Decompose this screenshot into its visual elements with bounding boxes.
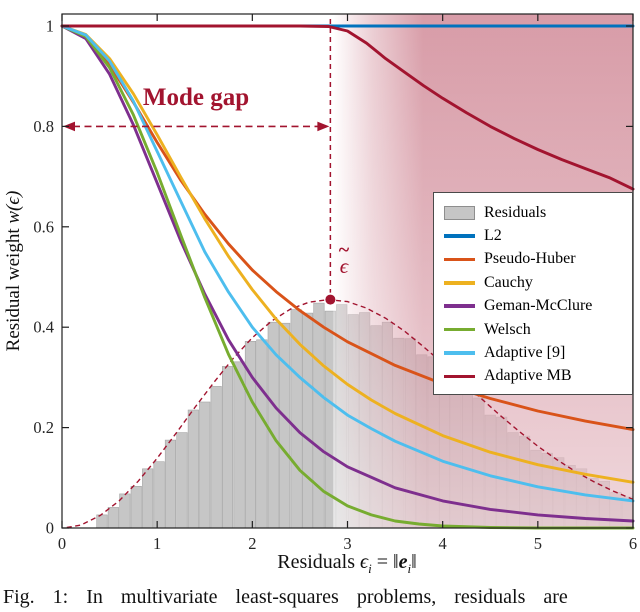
histogram-bar: [130, 485, 142, 529]
series-line-adaptive-mb: [60, 24, 635, 191]
legend-item: L2: [444, 224, 623, 247]
figure-caption: Fig. 1: In multivariate least-squares pr…: [0, 586, 640, 609]
mode-gap-arrowhead-right: [317, 121, 330, 132]
legend-swatch-patch: [444, 205, 475, 220]
histogram-bar: [96, 514, 108, 529]
x-tick-label: 0: [58, 534, 66, 553]
subscript-i: i: [407, 561, 412, 576]
legend: Residuals L2 Pseudo-Huber Cauchy Geman-McClu…: [433, 192, 633, 396]
legend-label: Geman-McClure: [484, 297, 593, 315]
histogram-bar: [279, 322, 291, 529]
legend-item: Adaptive [9]: [444, 341, 623, 364]
series-line-welsch: [60, 24, 635, 530]
density-curve: [66, 298, 634, 529]
mode-marker-dot: [325, 294, 336, 305]
legend-swatch-line: [444, 234, 475, 238]
legend-swatch-line: [444, 374, 475, 379]
y-tick-label: 0: [46, 519, 54, 538]
caption-text: In multivariate least-squares problems, …: [86, 586, 568, 608]
legend-label: Adaptive [9]: [484, 344, 566, 362]
x-tick-label: 5: [534, 534, 542, 553]
y-tick-label: 1: [46, 17, 54, 36]
histogram-bar: [233, 361, 245, 529]
tilde-accent: ~: [338, 239, 350, 261]
histogram-bar: [256, 339, 268, 529]
legend-swatch-line: [444, 281, 475, 285]
x-axis-label: Residuals ϵi = ‖ei‖: [147, 551, 547, 577]
x-tick-label: 4: [439, 534, 447, 553]
legend-item: Pseudo-Huber: [444, 248, 623, 271]
series-line-adaptive-9-: [60, 24, 635, 503]
x-axis-label-text: Residuals: [277, 551, 361, 573]
y-tick-label: 0.8: [33, 117, 54, 136]
legend-item: Geman-McClure: [444, 295, 623, 318]
histogram-bar: [176, 432, 188, 529]
y-tick-label: 0.6: [33, 217, 54, 236]
histogram-bar: [164, 439, 176, 529]
legend-label: Pseudo-Huber: [484, 250, 576, 268]
legend-swatch-line: [444, 257, 475, 262]
histogram-bar: [222, 366, 234, 529]
series-line-geman-mcclure: [60, 24, 635, 523]
series-line-cauchy: [60, 24, 635, 484]
y-tick-label: 0.4: [33, 318, 54, 337]
legend-label: L2: [484, 227, 502, 245]
epsilon-symbol: ϵ: [360, 551, 369, 573]
epsilon-tilde-label: ~ ϵ: [330, 239, 358, 278]
histogram-bar: [107, 507, 119, 529]
x-tick-label: 2: [248, 534, 256, 553]
legend-label: Welsch: [484, 320, 531, 338]
legend-swatch-line: [444, 304, 475, 309]
histogram-bar: [313, 302, 325, 529]
histogram-bar: [199, 401, 211, 529]
x-tick-label: 3: [343, 534, 351, 553]
y-axis-label-text: Residual weight: [3, 223, 24, 352]
legend-item: Adaptive MB: [444, 365, 623, 388]
e-vector-symbol: e: [398, 551, 408, 573]
y-tick-label: 0.2: [33, 418, 54, 437]
histogram-bar: [210, 386, 222, 529]
histogram-bar: [153, 461, 165, 529]
legend-swatch-line: [444, 351, 475, 355]
caption-prefix: Fig. 1:: [3, 586, 69, 608]
histogram-bar: [301, 312, 314, 529]
legend-swatch-line: [444, 327, 475, 332]
norm-close: ‖: [411, 551, 417, 573]
histogram-bar: [187, 409, 199, 529]
histogram-bar: [142, 468, 154, 529]
mode-gap-label: Mode gap: [142, 84, 250, 111]
equals-norm-open: = ‖: [371, 551, 399, 573]
legend-item: Cauchy: [444, 271, 623, 294]
legend-label: Adaptive MB: [484, 367, 572, 385]
epsilon-base: ϵ: [339, 254, 349, 278]
y-axis-label-math: w(ϵ): [3, 190, 24, 224]
legend-item: Welsch: [444, 318, 623, 341]
subscript-i: i: [368, 561, 372, 576]
x-tick-label: 6: [629, 534, 637, 553]
legend-label: Residuals: [484, 203, 547, 221]
x-tick-label: 1: [153, 534, 161, 553]
y-axis-label: Residual weight w(ϵ): [3, 121, 27, 421]
legend-item: Residuals: [444, 201, 623, 224]
legend-label: Cauchy: [484, 273, 533, 291]
